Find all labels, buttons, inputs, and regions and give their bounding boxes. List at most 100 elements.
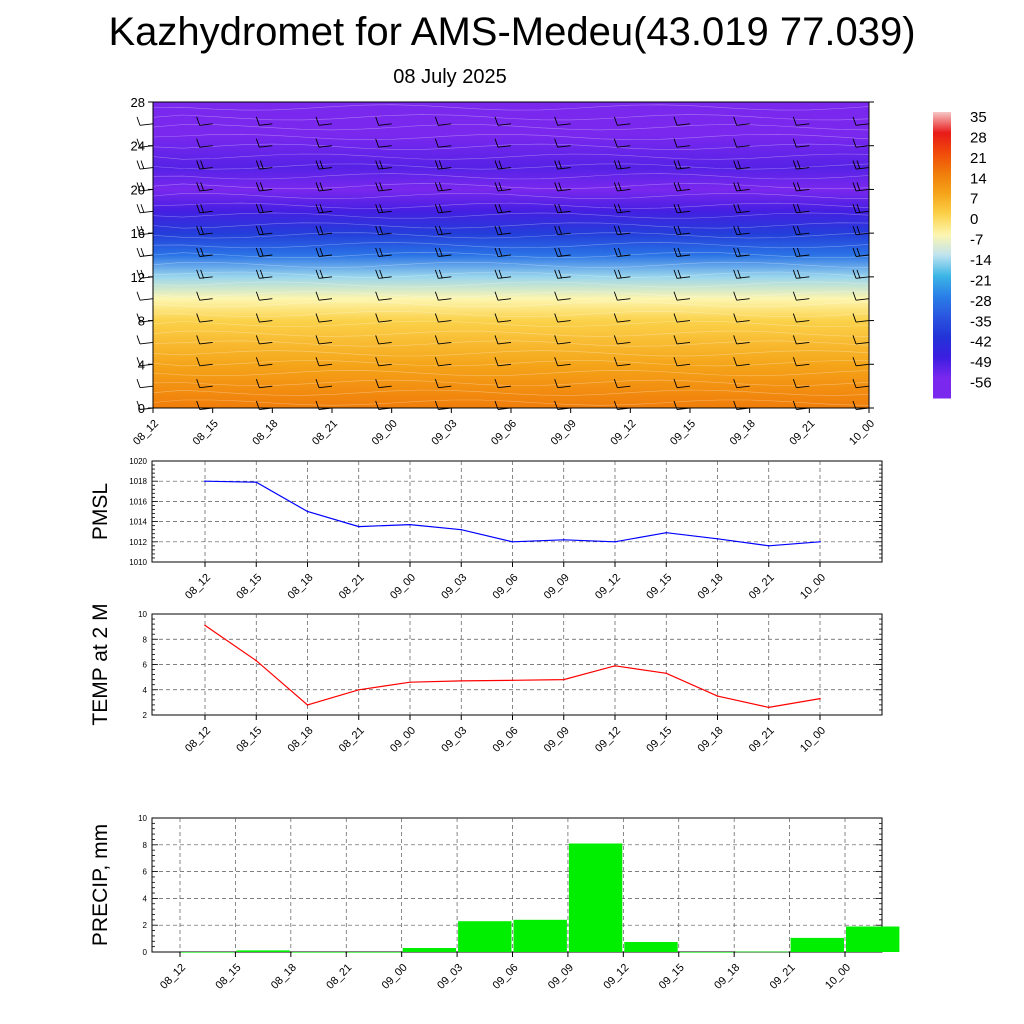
x-tick-label: 09_00: [380, 962, 410, 992]
wind-barb: [852, 291, 870, 301]
wind-barb: [494, 378, 512, 389]
x-tick-label: 09_21: [787, 418, 817, 448]
wind-barb: [613, 335, 631, 345]
x-tick-label: 08_15: [213, 962, 243, 992]
wind-barb: [196, 335, 213, 345]
wind-barb: [434, 247, 452, 257]
wind-barb: [136, 247, 154, 257]
x-tick-label: 08_12: [131, 418, 161, 448]
colorbar-segment: [933, 357, 951, 379]
temp-point: [204, 624, 206, 627]
x-tick-label: 09_18: [696, 725, 726, 755]
wind-barb: [673, 313, 691, 323]
wind-barb: [494, 357, 512, 367]
wind-barb: [792, 225, 810, 236]
pmsl-point: [306, 510, 309, 513]
wind-barb: [733, 247, 750, 257]
precip-bar: [513, 919, 567, 952]
wind-barb: [792, 116, 810, 126]
wind-barb: [434, 357, 452, 367]
wind-barb: [733, 204, 750, 214]
wind-barb: [852, 225, 870, 236]
y-tick-label: 10: [138, 814, 147, 823]
colorbar-label: -7: [970, 232, 983, 249]
pmsl-point: [819, 541, 821, 543]
wind-barb: [196, 204, 213, 214]
wind-barb: [255, 225, 273, 236]
y-tick-label: 1014: [129, 518, 147, 527]
wind-barb: [554, 247, 571, 257]
wind-barb: [375, 247, 392, 257]
wind-barb: [554, 335, 571, 345]
wind-barb: [554, 378, 571, 389]
wind-barb: [136, 378, 154, 389]
colorbar-segment: [933, 214, 951, 236]
wind-barb: [434, 204, 452, 214]
temp-point: [562, 678, 565, 681]
wind-barb: [613, 204, 631, 214]
y-tick-label: 20: [131, 182, 145, 197]
wind-barb: [196, 247, 213, 257]
wind-barb: [613, 116, 631, 126]
x-tick-label: 09_21: [768, 962, 798, 992]
y-tick-label: 1016: [129, 497, 147, 506]
wind-barb: [255, 247, 273, 257]
x-tick-label: 08_21: [324, 962, 354, 992]
wind-barb: [136, 291, 154, 301]
y-tick-label: 28: [131, 95, 145, 110]
x-tick-label: 09_15: [657, 962, 687, 992]
wind-barb: [196, 357, 213, 367]
wind-barb: [434, 335, 452, 345]
x-tick-label: 09_09: [542, 572, 572, 602]
wind-barb: [852, 313, 870, 323]
y-tick-label: 12: [131, 270, 145, 285]
wind-barb: [375, 116, 392, 126]
wind-barb: [613, 357, 631, 367]
wind-barb: [315, 291, 333, 301]
y-tick-label: 2: [143, 921, 148, 930]
pmsl-point: [562, 538, 565, 541]
colorbar-label: 21: [970, 150, 987, 167]
temp-point: [614, 664, 616, 667]
wind-barb: [613, 269, 631, 279]
wind-barb: [673, 247, 691, 257]
colorbar-segment: [933, 132, 951, 154]
wind-barb: [554, 269, 571, 279]
wind-barb: [792, 247, 810, 257]
wind-barb: [554, 313, 571, 323]
wind-barb: [852, 182, 870, 192]
x-tick-label: 08_12: [183, 725, 213, 755]
precip-bar: [181, 952, 235, 953]
wind-barb: [494, 225, 512, 236]
pmsl-point: [460, 528, 463, 531]
temp-point: [409, 681, 411, 683]
wind-barb: [673, 335, 691, 345]
wind-barb: [434, 269, 452, 279]
wind-barb: [196, 378, 213, 389]
colorbar-label: 28: [970, 129, 987, 146]
wind-barb: [255, 138, 273, 148]
colorbar-label: -56: [970, 375, 992, 392]
x-tick-label: 09_06: [489, 418, 519, 448]
colorbar-label: -28: [970, 293, 992, 310]
wind-barb: [554, 138, 571, 148]
wind-barb: [196, 182, 213, 192]
wind-barb: [554, 291, 571, 301]
wind-barb: [315, 160, 333, 170]
x-tick-label: 09_12: [608, 418, 638, 448]
precip-bar: [735, 951, 789, 953]
x-tick-label: 09_09: [549, 418, 579, 448]
x-tick-label: 09_12: [601, 962, 631, 992]
wind-barb: [733, 160, 750, 170]
wind-barb: [494, 182, 512, 192]
wind-barb: [792, 204, 810, 214]
x-tick-label: 10_00: [798, 572, 828, 602]
colorbar-segment: [933, 255, 951, 276]
wind-barb: [255, 269, 273, 279]
wind-barb: [434, 138, 452, 148]
y-tick-label: 10: [138, 610, 147, 619]
y-tick-label: 6: [143, 661, 148, 670]
x-tick-label: 09_03: [429, 418, 459, 448]
x-tick-label: 09_09: [542, 725, 572, 755]
